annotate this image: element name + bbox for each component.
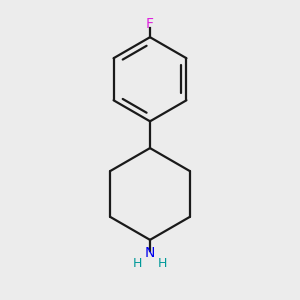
Text: F: F: [146, 17, 154, 32]
Text: N: N: [145, 246, 155, 260]
Text: H: H: [158, 257, 167, 270]
Text: H: H: [133, 257, 142, 270]
